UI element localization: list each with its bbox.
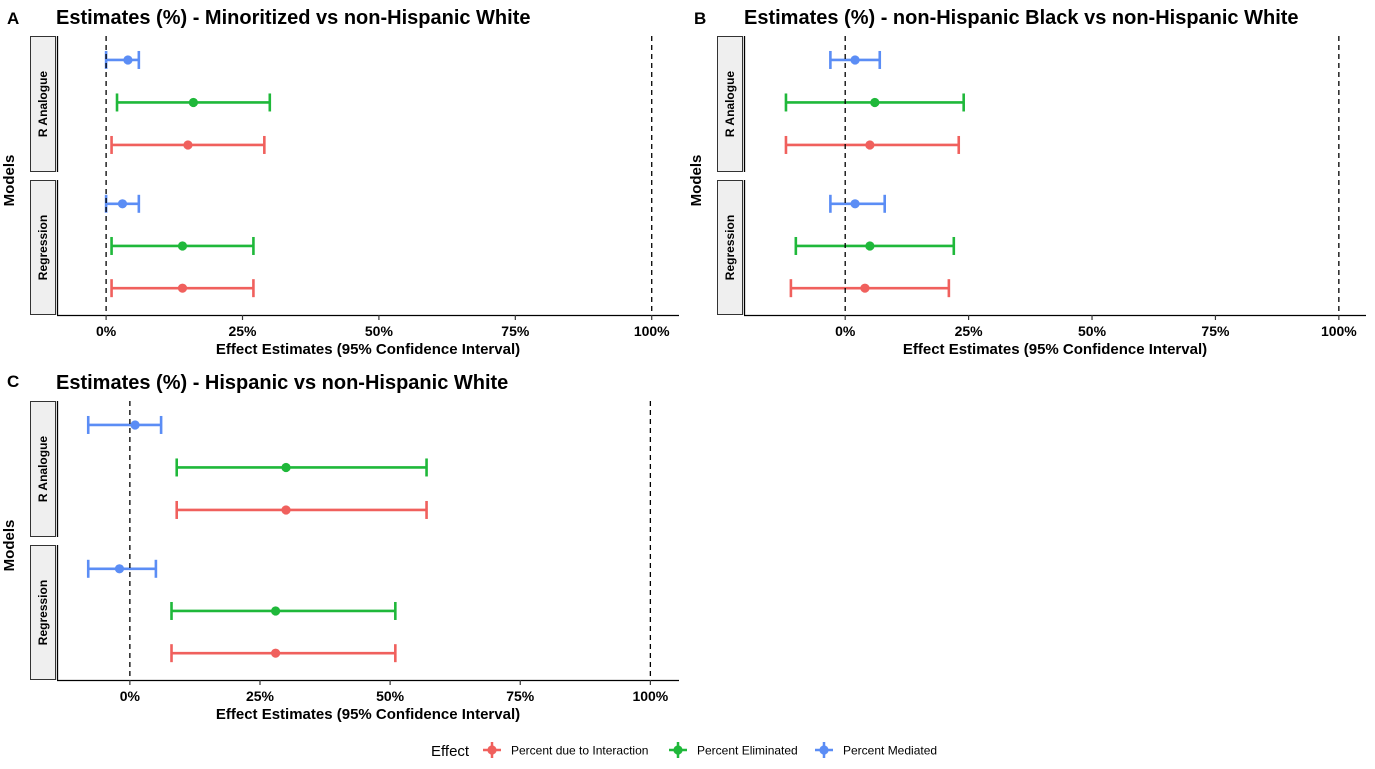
- errorbar-percent-due-to-interaction: [170, 644, 397, 663]
- errorbar-percent-eliminated: [784, 93, 965, 112]
- estimate-point: [177, 241, 188, 251]
- panel-b: B Estimates (%) - non-Hispanic Black vs n…: [688, 7, 1366, 358]
- legend-key-point: [819, 745, 829, 755]
- estimate-point: [183, 140, 193, 150]
- errorbar-percent-eliminated: [175, 458, 428, 477]
- x-axis-title: Effect Estimates (95% Confidence Interva…: [216, 706, 520, 723]
- estimate-point: [188, 97, 199, 108]
- x-tick-label: 100%: [632, 688, 668, 704]
- panel-letter: C: [7, 372, 19, 391]
- facet-regression: Regression: [717, 180, 956, 315]
- errorbar-percent-eliminated: [110, 236, 255, 255]
- facet-r-analogue: R Analogue: [30, 401, 428, 537]
- panel-c: C Estimates (%) - Hispanic vs non-Hispani…: [1, 372, 679, 723]
- estimate-point: [850, 199, 860, 209]
- facet-r-analogue: R Analogue: [30, 36, 272, 172]
- y-axis-title: Models: [1, 155, 18, 207]
- x-tick-label: 25%: [228, 323, 257, 339]
- x-axis-title: Effect Estimates (95% Confidence Interva…: [216, 341, 520, 358]
- legend-title: Effect: [431, 743, 470, 760]
- x-tick-label: 75%: [1201, 323, 1230, 339]
- estimate-point: [860, 283, 870, 293]
- facet-strip-label: R Analogue: [723, 71, 737, 138]
- legend-item: Percent Mediated: [815, 742, 937, 758]
- x-tick-label: 100%: [634, 323, 670, 339]
- errorbar-percent-eliminated: [115, 93, 272, 112]
- estimate-point: [271, 606, 281, 616]
- facet-r-analogue: R Analogue: [717, 36, 965, 172]
- facet-regression: Regression: [30, 545, 397, 680]
- legend-label: Percent Eliminated: [697, 744, 798, 758]
- estimate-point: [117, 199, 128, 209]
- errorbar-percent-due-to-interaction: [175, 500, 428, 519]
- errorbar-percent-eliminated: [170, 601, 397, 620]
- panel-letter: B: [694, 9, 706, 28]
- estimate-point: [865, 140, 875, 150]
- facet-strip: [717, 36, 743, 172]
- estimate-point: [271, 648, 281, 658]
- facet-strip: [30, 36, 56, 172]
- x-tick-label: 75%: [506, 688, 535, 704]
- errorbar-percent-mediated: [86, 415, 163, 434]
- errorbar-percent-mediated: [104, 50, 141, 69]
- facet-strip: [30, 180, 56, 315]
- legend-key-point: [487, 745, 497, 755]
- estimate-point: [281, 505, 291, 515]
- estimate-point: [870, 97, 880, 108]
- errorbar-percent-eliminated: [794, 236, 956, 255]
- errorbar-percent-mediated: [829, 50, 882, 69]
- estimate-point: [123, 55, 133, 65]
- panel-title: Estimates (%) - Minoritized vs non-Hispa…: [56, 7, 531, 29]
- panel-title: Estimates (%) - non-Hispanic Black vs no…: [744, 7, 1299, 29]
- facet-strip-label: Regression: [36, 215, 50, 280]
- facet-strip: [717, 180, 743, 315]
- panel-letter: A: [7, 9, 19, 28]
- estimate-point: [281, 462, 291, 473]
- legend-item: Percent due to Interaction: [483, 742, 648, 758]
- errorbar-percent-mediated: [829, 194, 886, 213]
- legend: Effect Percent due to Interaction Percent …: [431, 742, 937, 760]
- estimate-point: [114, 564, 125, 574]
- facet-strip-label: Regression: [723, 215, 737, 280]
- estimate-point: [177, 283, 188, 293]
- facet-strip: [30, 401, 56, 537]
- errorbar-percent-due-to-interaction: [110, 135, 266, 154]
- x-tick-label: 50%: [1078, 323, 1107, 339]
- x-tick-label: 75%: [501, 323, 530, 339]
- x-tick-label: 25%: [246, 688, 275, 704]
- y-axis-title: Models: [688, 155, 705, 207]
- estimate-point: [850, 55, 860, 65]
- x-tick-label: 0%: [120, 688, 141, 704]
- errorbar-percent-due-to-interaction: [789, 279, 951, 298]
- legend-key-point: [673, 745, 683, 755]
- estimate-point: [865, 241, 875, 251]
- x-tick-label: 100%: [1321, 323, 1357, 339]
- facet-strip-label: R Analogue: [36, 436, 50, 503]
- x-tick-label: 50%: [376, 688, 405, 704]
- errorbar-percent-mediated: [86, 559, 158, 578]
- panel-a: A Estimates (%) - Minoritized vs non-Hisp…: [1, 7, 679, 358]
- errorbar-percent-mediated: [104, 194, 141, 213]
- facet-strip-label: Regression: [36, 580, 50, 645]
- y-axis-title: Models: [1, 520, 18, 572]
- legend-label: Percent Mediated: [843, 744, 937, 758]
- facet-regression: Regression: [30, 180, 255, 315]
- legend-item: Percent Eliminated: [669, 742, 798, 758]
- x-tick-label: 0%: [96, 323, 117, 339]
- estimate-point: [130, 420, 140, 430]
- x-axis-title: Effect Estimates (95% Confidence Interva…: [903, 341, 1207, 358]
- errorbar-percent-due-to-interaction: [110, 279, 255, 298]
- facet-strip-label: R Analogue: [36, 71, 50, 138]
- panel-title: Estimates (%) - Hispanic vs non-Hispanic…: [56, 372, 508, 394]
- facet-strip: [30, 545, 56, 680]
- errorbar-percent-due-to-interaction: [784, 135, 961, 154]
- x-tick-label: 0%: [835, 323, 856, 339]
- x-tick-label: 25%: [955, 323, 984, 339]
- legend-label: Percent due to Interaction: [511, 744, 648, 758]
- x-tick-label: 50%: [365, 323, 394, 339]
